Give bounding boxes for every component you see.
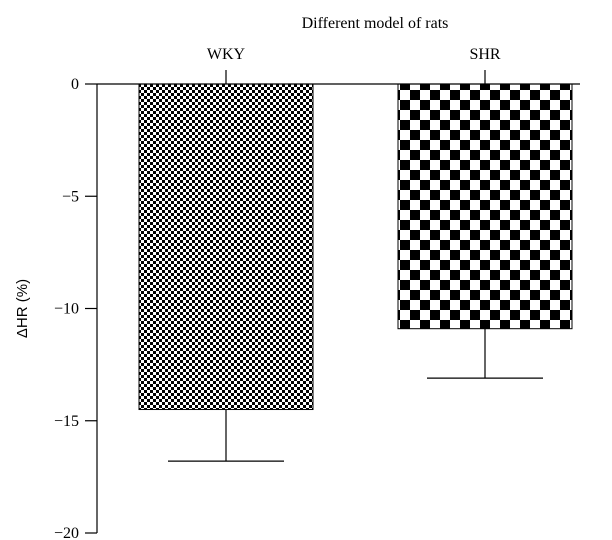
y-axis-ticks: 0 −5 −10 −15 −20	[54, 76, 97, 540]
y-tick-label: −5	[62, 188, 79, 205]
y-tick-label: −20	[54, 525, 79, 540]
bar-shr	[397, 83, 573, 330]
x-tick-label: SHR	[469, 46, 500, 63]
bars	[138, 83, 573, 411]
y-tick-label: 0	[71, 76, 79, 93]
error-bars	[168, 328, 543, 462]
chart-title: Different model of rats	[302, 15, 449, 32]
y-axis-label: ΔHR (%)	[14, 279, 31, 338]
x-tick-labels: WKY SHR	[207, 46, 501, 84]
bar-wky	[138, 83, 314, 411]
y-tick-label: −15	[54, 413, 79, 430]
x-tick-label: WKY	[207, 46, 246, 63]
y-tick-label: −10	[54, 301, 79, 318]
